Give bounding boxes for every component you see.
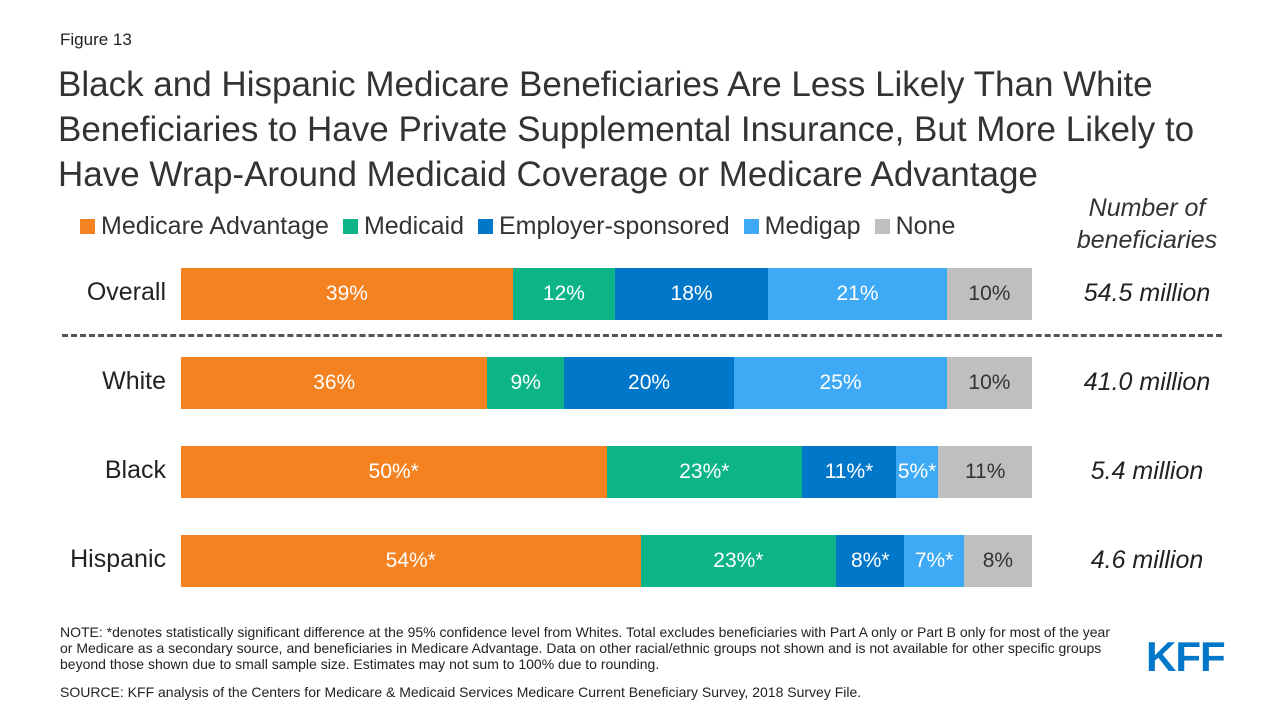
segment-white-medigap: 25% (734, 357, 947, 409)
kff-logo: KFF (1146, 636, 1226, 676)
legend-item-medicare-advantage: Medicare Advantage (80, 212, 329, 241)
row-label-black: Black (104, 456, 166, 484)
row-label-hispanic: Hispanic (70, 545, 166, 573)
segment-black-medigap: 5%* (895, 446, 939, 498)
legend-label-medicaid: Medicaid (363, 211, 464, 240)
chart-title: Black and Hispanic Medicare Beneficiarie… (58, 65, 1195, 194)
legend-label-medicare-advantage: Medicare Advantage (101, 211, 329, 240)
chart-source: SOURCE: KFF analysis of the Centers for … (60, 684, 862, 700)
segment-overall-medicare-advantage: 39% (181, 268, 513, 320)
figure-label: Figure 13 (60, 30, 132, 49)
segment-black-medicaid: 23%* (606, 446, 803, 498)
row-label-white: White (102, 367, 166, 395)
segment-white-medicaid: 9% (487, 357, 564, 409)
segment-white-employer-sponsored: 20% (563, 357, 735, 409)
legend-label-none: None (895, 211, 956, 240)
chart-legend: Medicare Advantage Medicaid Employer-spons… (80, 210, 969, 242)
row-count-overall: 54.5 million (1083, 279, 1211, 307)
segment-hispanic-medicaid: 23%* (640, 535, 837, 587)
legend-swatch-medicare-advantage (80, 218, 95, 234)
segment-black-medicare-advantage: 50%* (181, 446, 607, 498)
segment-overall-medicaid: 12% (512, 268, 615, 320)
legend-label-employer-sponsored: Employer-sponsored (499, 211, 730, 240)
kff-logo-text: KFF (1146, 636, 1225, 676)
legend-swatch-employer-sponsored (478, 218, 493, 234)
segment-overall-employer-sponsored: 18% (614, 268, 769, 320)
legend-swatch-none (874, 218, 890, 234)
bar-black: 50%* 23%* 11%* 5%* 11% (181, 446, 1032, 498)
segment-hispanic-none: 8% (963, 535, 1032, 587)
chart-note: NOTE: *denotes statistically significant… (60, 624, 1110, 672)
legend-label-medigap: Medigap (764, 211, 861, 240)
segment-white-none: 10% (946, 357, 1032, 409)
number-of-beneficiaries-header: Number of beneficiaries (1076, 194, 1218, 254)
legend-item-medigap: Medigap (743, 211, 861, 241)
segment-white-medicare-advantage: 36% (181, 357, 488, 409)
segment-black-none: 11% (938, 446, 1032, 498)
legend-swatch-medigap (743, 218, 759, 234)
bar-overall: 39% 12% 18% 21% 10% (181, 268, 1032, 320)
row-count-black: 5.4 million (1090, 457, 1204, 485)
bar-hispanic: 54%* 23%* 8%* 7%* 8% (181, 535, 1032, 587)
segment-overall-none: 10% (946, 268, 1032, 320)
row-count-white: 41.0 million (1083, 368, 1211, 396)
segment-hispanic-medicare-advantage: 54%* (181, 535, 641, 587)
segment-black-employer-sponsored: 11%* (802, 446, 896, 498)
row-count-hispanic: 4.6 million (1090, 546, 1204, 574)
legend-item-medicaid: Medicaid (342, 211, 464, 241)
overall-divider (62, 334, 1222, 337)
bar-white: 36% 9% 20% 25% 10% (181, 357, 1032, 409)
row-label-overall: Overall (86, 278, 166, 306)
legend-swatch-medicaid (342, 218, 358, 234)
legend-item-employer-sponsored: Employer-sponsored (478, 212, 730, 241)
segment-hispanic-employer-sponsored: 8%* (836, 535, 905, 587)
legend-item-none: None (874, 211, 956, 241)
segment-hispanic-medigap: 7%* (904, 535, 964, 587)
segment-overall-medigap: 21% (768, 268, 947, 320)
